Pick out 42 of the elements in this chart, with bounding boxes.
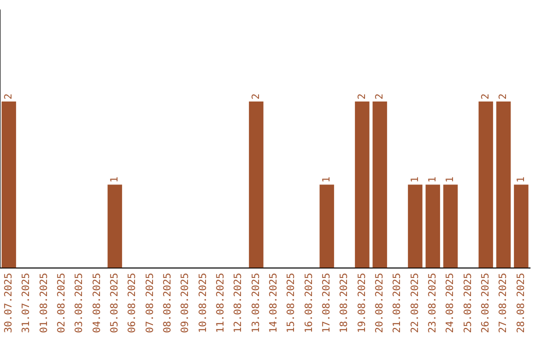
x-tick-label: 10.08.2025 [198, 272, 209, 334]
x-tick-label: 07.08.2025 [144, 272, 156, 334]
x-tick-label: 24.08.2025 [445, 272, 456, 334]
data-label: 2 [498, 93, 510, 100]
x-tick-label: 17.08.2025 [321, 272, 332, 334]
x-tick-label: 03.08.2025 [74, 272, 86, 334]
x-tick-label: 05.08.2025 [109, 272, 120, 334]
x-tick-label: 04.08.2025 [92, 272, 103, 334]
data-label: 2 [480, 93, 492, 100]
x-tick-label: 15.08.2025 [286, 272, 298, 334]
data-label: 1 [321, 176, 332, 183]
x-tick-label: 21.08.2025 [392, 272, 404, 334]
x-tick-label: 28.08.2025 [516, 272, 527, 334]
data-label: 1 [427, 176, 438, 183]
x-tick-label: 19.08.2025 [356, 272, 368, 334]
x-tick-label: 25.08.2025 [462, 272, 474, 334]
x-tick-label: 30.07.2025 [3, 272, 14, 334]
data-label: 2 [374, 93, 386, 100]
data-label: 1 [109, 176, 120, 183]
x-tick-label: 06.08.2025 [127, 272, 138, 334]
data-label: 1 [410, 176, 421, 183]
data-label: 2 [356, 93, 368, 100]
x-tick-label: 13.08.2025 [250, 272, 262, 334]
x-tick-label: 23.08.2025 [427, 272, 438, 334]
x-tick-label: 14.08.2025 [268, 272, 280, 334]
data-label: 2 [250, 93, 262, 100]
x-tick-label: 20.08.2025 [374, 272, 386, 334]
data-label: 2 [3, 93, 14, 100]
x-tick-label: 31.07.2025 [21, 272, 32, 334]
data-label: 1 [445, 176, 456, 183]
x-tick-label: 09.08.2025 [180, 272, 192, 334]
x-tick-label: 27.08.2025 [498, 272, 510, 334]
x-tick-label: 11.08.2025 [215, 272, 226, 334]
x-tick-label: 16.08.2025 [304, 272, 315, 334]
x-tick-label: 26.08.2025 [480, 272, 492, 334]
x-tick-label: 22.08.2025 [410, 272, 421, 334]
x-tick-label: 02.08.2025 [56, 272, 68, 334]
x-tick-label: 08.08.2025 [162, 272, 174, 334]
data-label: 1 [516, 176, 527, 183]
x-tick-label: 01.08.2025 [38, 272, 50, 334]
x-tick-label: 18.08.2025 [339, 272, 350, 334]
x-tick-label: 12.08.2025 [233, 272, 244, 334]
